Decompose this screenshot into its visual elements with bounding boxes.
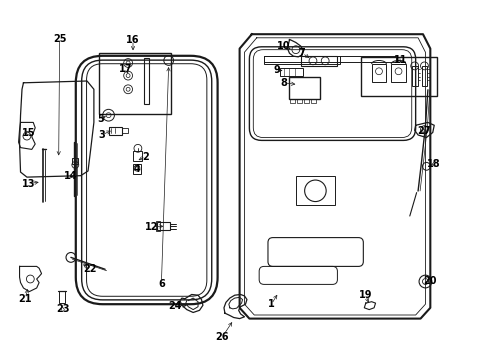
Bar	[264, 56, 395, 62]
Bar	[297, 99, 302, 103]
Bar	[360, 57, 436, 96]
Text: 8: 8	[280, 78, 286, 88]
Text: 11: 11	[393, 55, 407, 66]
Text: 13: 13	[21, 179, 35, 189]
Text: 27: 27	[417, 126, 430, 136]
Text: 12: 12	[144, 222, 158, 232]
Text: 5: 5	[97, 114, 103, 124]
Text: 6: 6	[158, 279, 164, 289]
Text: 16: 16	[126, 35, 140, 45]
Bar	[290, 99, 295, 103]
Bar	[59, 291, 64, 303]
Bar	[156, 221, 160, 231]
Bar	[279, 68, 303, 76]
Bar	[421, 66, 427, 86]
Text: 23: 23	[56, 304, 69, 314]
Text: 9: 9	[273, 65, 280, 75]
Bar	[108, 127, 122, 135]
Text: 2: 2	[142, 152, 149, 162]
Text: 3: 3	[98, 130, 105, 140]
Text: 24: 24	[168, 301, 182, 311]
Text: 22: 22	[83, 264, 97, 274]
Bar	[411, 66, 417, 86]
Text: 14: 14	[64, 171, 78, 181]
Text: 7: 7	[298, 48, 305, 58]
Text: 26: 26	[215, 332, 229, 342]
Bar	[133, 164, 141, 174]
Text: 19: 19	[358, 290, 372, 300]
Text: 20: 20	[423, 276, 436, 286]
Bar	[99, 53, 171, 114]
Bar	[304, 99, 308, 103]
Bar	[295, 176, 334, 205]
Text: 25: 25	[53, 34, 66, 44]
Bar	[390, 64, 405, 82]
Text: 21: 21	[19, 294, 32, 304]
Bar	[144, 58, 149, 104]
Bar	[157, 222, 169, 230]
Bar	[371, 64, 386, 82]
Bar	[264, 56, 339, 64]
Text: 1: 1	[267, 299, 274, 309]
Bar	[300, 56, 337, 66]
Bar	[288, 77, 320, 99]
Text: 17: 17	[119, 64, 133, 74]
Bar	[133, 151, 142, 161]
Text: 10: 10	[276, 41, 290, 51]
Bar	[122, 128, 128, 133]
Text: 15: 15	[21, 128, 35, 138]
Text: 18: 18	[427, 159, 440, 169]
Text: 4: 4	[133, 164, 140, 174]
Bar	[72, 158, 78, 164]
Bar	[310, 99, 315, 103]
